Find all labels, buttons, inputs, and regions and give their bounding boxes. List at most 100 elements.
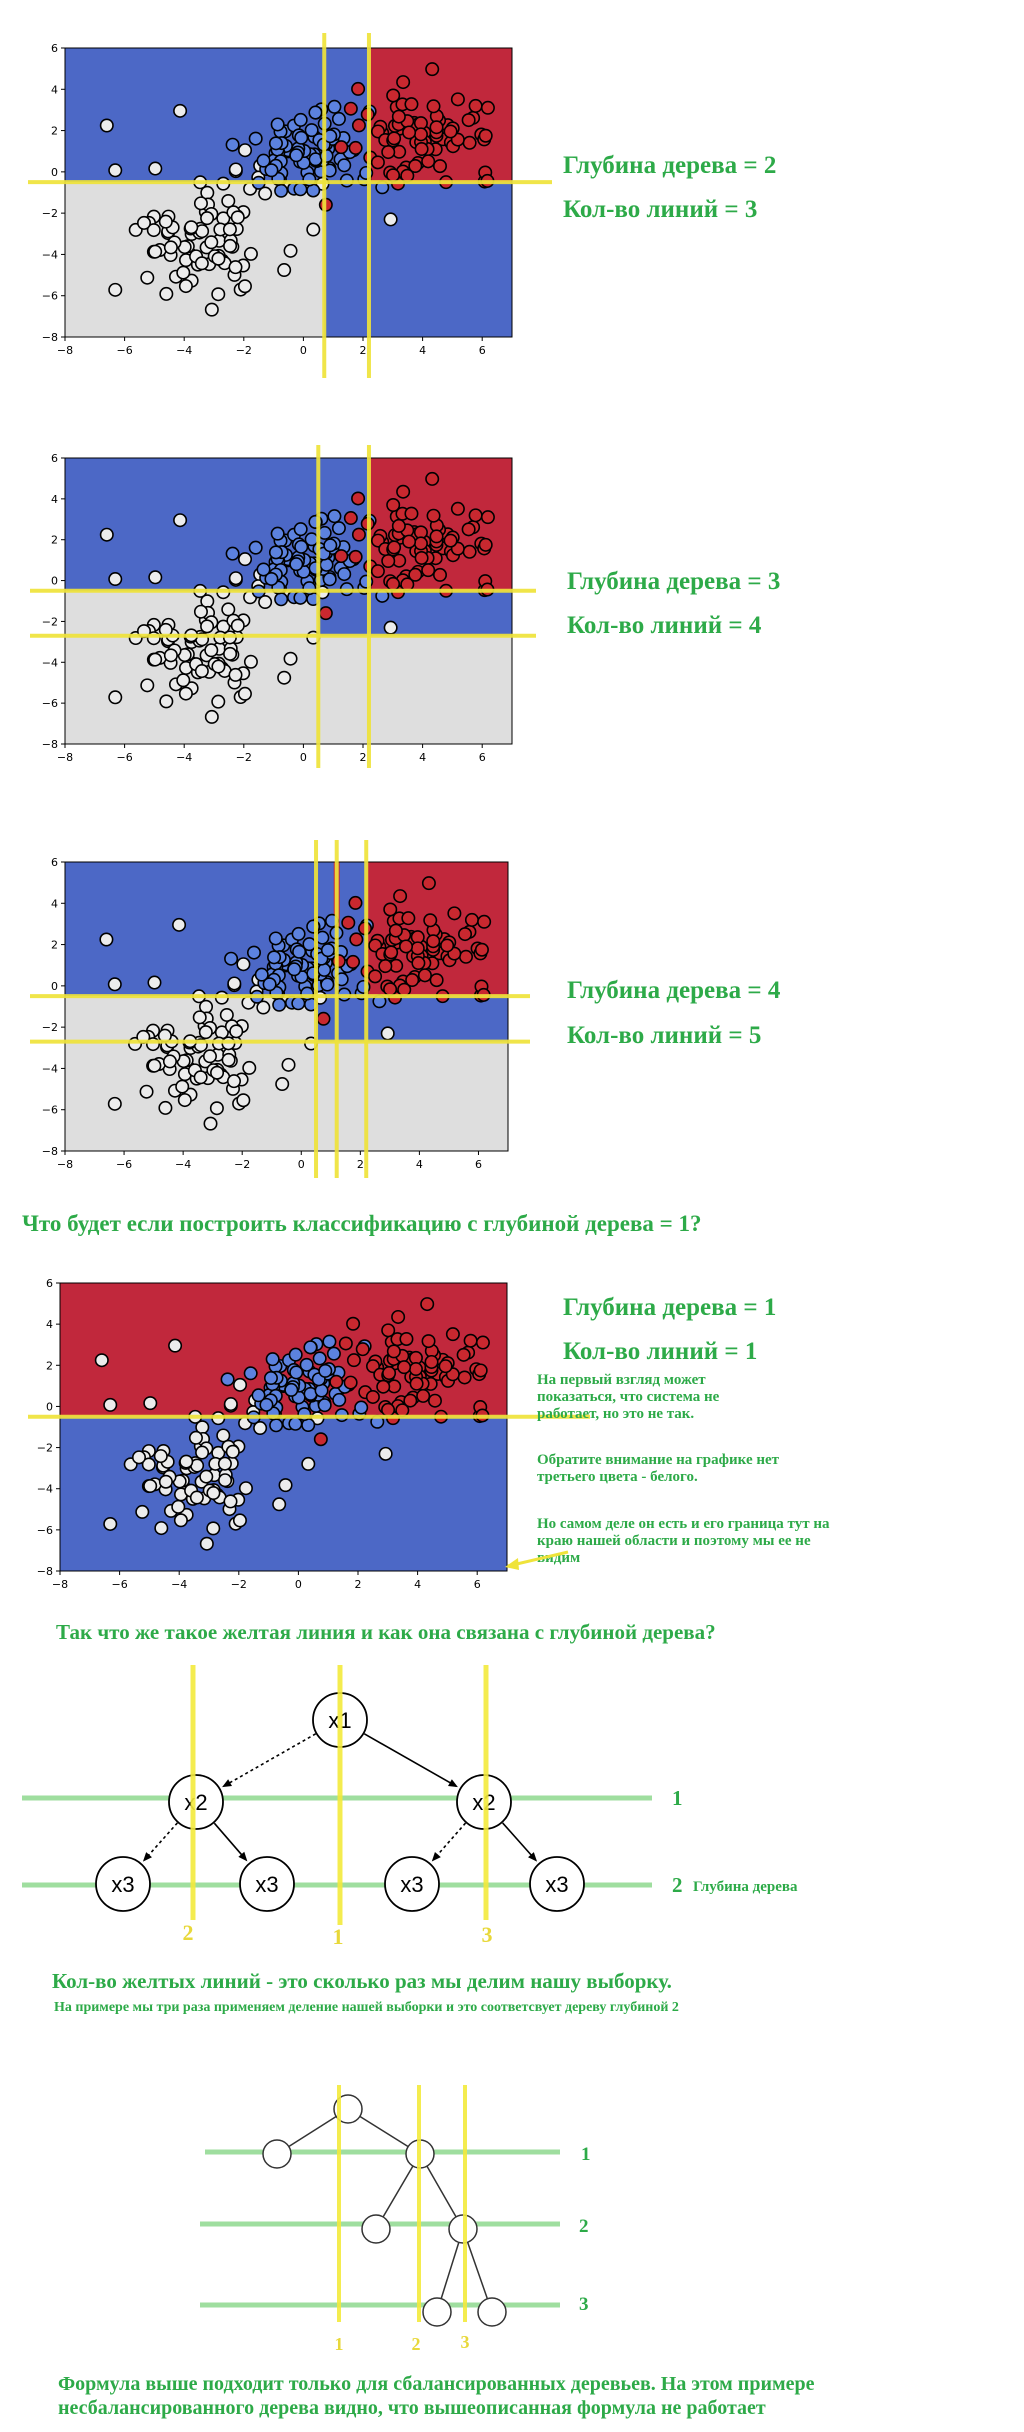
tree-node-label: x3 (111, 1872, 134, 1897)
data-point-red (393, 889, 408, 904)
data-point-white (233, 1377, 248, 1392)
depth-label: Глубина дерева (693, 1879, 798, 1895)
data-point-blue (354, 1400, 369, 1415)
formula-note: Формула выше подходит только для сбаланс… (58, 2373, 815, 2419)
data-point-white (143, 1396, 158, 1411)
data-point-white (173, 513, 188, 528)
data-point-blue (243, 1366, 258, 1381)
data-point-red (411, 956, 426, 971)
data-point-red (456, 1347, 471, 1362)
data-point-red (338, 1336, 353, 1351)
data-point-red (461, 522, 476, 537)
data-point-white (148, 652, 163, 667)
data-point-white (168, 1338, 183, 1353)
x-tick-label: −8 (57, 344, 73, 357)
data-point-white (242, 1060, 257, 1075)
tree-arrowhead (142, 1852, 152, 1862)
x-tick-label: −6 (116, 1158, 132, 1171)
data-point-white (230, 618, 245, 633)
data-point-red (424, 1354, 439, 1369)
data-point-red (416, 1388, 431, 1403)
data-point-red (474, 942, 489, 957)
data-point-white (225, 1444, 240, 1459)
data-point-red (343, 101, 358, 116)
tree-arrowhead (238, 1851, 248, 1862)
data-point-white (223, 1494, 238, 1509)
data-point-red (404, 97, 419, 112)
data-point-white (153, 1449, 168, 1464)
data-point-red (440, 938, 455, 953)
data-point-blue (294, 130, 309, 145)
y-tick-label: 2 (51, 939, 58, 952)
y-tick-label: −8 (42, 738, 58, 751)
data-point-blue (323, 538, 338, 553)
data-point-white (108, 572, 123, 587)
data-point-red (445, 1327, 460, 1342)
x-tick-label: 6 (479, 344, 486, 357)
data-point-white (228, 260, 243, 275)
data-point-white (237, 279, 252, 294)
data-point-red (432, 567, 447, 582)
data-point-white (301, 1456, 316, 1471)
data-point-white (199, 1536, 214, 1551)
data-point-blue (265, 1352, 280, 1367)
data-point-red (370, 564, 385, 579)
data-point-white (108, 282, 123, 297)
x-tick-label: 4 (414, 1578, 421, 1591)
tree-edge (213, 1822, 247, 1861)
scatter-plot-depth-3: −8 −6 −4 −2 0 2 4 6 6 4 2 0 −2 −4 −6 −8 (30, 445, 536, 768)
data-point-red (405, 972, 420, 987)
data-point-red (450, 92, 465, 107)
data-point-white (256, 1000, 271, 1015)
yellow-line-number: 1 (333, 1924, 344, 1949)
data-point-white (236, 957, 251, 972)
data-point-red (386, 88, 401, 103)
data-point-red (343, 1375, 358, 1390)
caption-depth-3: Глубина дерева = 3 (567, 568, 781, 595)
data-point-red (475, 1335, 490, 1350)
tree-node-label: x3 (545, 1872, 568, 1897)
data-point-white (272, 1497, 287, 1512)
data-point-white (198, 1025, 213, 1040)
data-point-blue (267, 950, 282, 965)
data-point-blue (225, 546, 240, 561)
data-point-blue (251, 1388, 266, 1403)
data-point-white (306, 222, 321, 237)
data-point-blue (320, 943, 335, 958)
data-point-blue (326, 1346, 341, 1361)
data-point-red (423, 913, 438, 928)
data-point-red (399, 1331, 414, 1346)
y-tick-label: −4 (42, 248, 58, 261)
data-point-red (478, 128, 493, 143)
data-point-white (158, 214, 173, 229)
data-point-blue (268, 931, 283, 946)
y-tick-label: 4 (51, 83, 58, 96)
data-point-white (94, 1353, 109, 1368)
tree-node (168, 1774, 224, 1830)
y-tick-label: 6 (51, 42, 58, 55)
data-point-red (388, 923, 403, 938)
data-point-blue (293, 112, 308, 127)
data-point-white (223, 1397, 238, 1412)
data-point-blue (318, 1363, 333, 1378)
y-tick-label: −6 (42, 1104, 58, 1117)
data-point-white (193, 1070, 208, 1085)
y-tick-label: −4 (37, 1483, 53, 1496)
data-point-blue (322, 1334, 337, 1349)
tree-edge (502, 1822, 537, 1861)
data-point-white (243, 654, 258, 669)
data-point-red (343, 511, 358, 526)
data-point-blue (320, 977, 335, 992)
data-point-white (221, 193, 236, 208)
data-point-blue (331, 111, 346, 126)
x-tick-label: 6 (475, 1158, 482, 1171)
data-point-blue (246, 945, 261, 960)
data-point-red (480, 510, 495, 525)
data-point-blue (264, 571, 279, 586)
data-point-white (189, 1490, 204, 1505)
data-point-white (204, 643, 219, 658)
x-tick-label: 4 (416, 1158, 423, 1171)
data-point-blue (248, 131, 263, 146)
data-point-red (420, 1297, 435, 1312)
data-point-white (194, 664, 209, 679)
